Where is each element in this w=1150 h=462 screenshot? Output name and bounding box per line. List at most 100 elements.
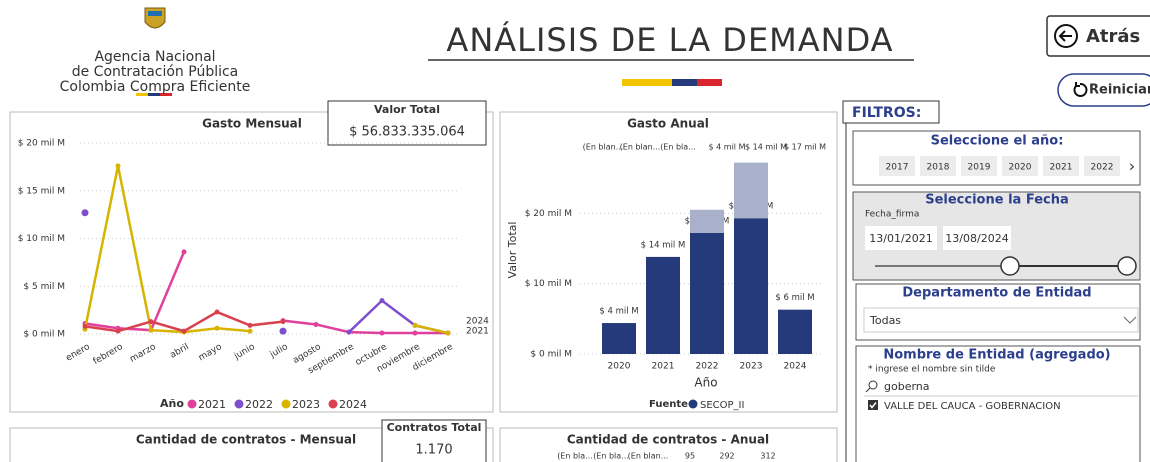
slicer-title: Nombre de Entidad (agregado) — [883, 348, 1110, 363]
legend-title: Fuente — [649, 399, 688, 410]
chart-title: Gasto Mensual — [202, 117, 302, 131]
x-tick-label: 2023 — [740, 362, 763, 372]
dropdown-value[interactable]: Todas — [869, 314, 901, 327]
point-marker — [379, 330, 385, 336]
year-option[interactable]: 2020 — [1009, 163, 1032, 173]
back-button[interactable]: Atrás — [1046, 15, 1150, 57]
point-marker — [181, 328, 187, 334]
truncated-label: (En blan... — [620, 143, 661, 152]
data-label: $ 4 mil M — [599, 307, 638, 317]
date-input[interactable] — [943, 226, 1011, 250]
next-arrow[interactable]: › — [1129, 157, 1135, 176]
year-chip[interactable] — [1002, 156, 1038, 176]
point-marker — [181, 249, 187, 255]
year-option[interactable]: 2021 — [1050, 163, 1073, 173]
card-value: 1.170 — [415, 443, 452, 458]
truncated-label: (En bla... — [660, 143, 696, 152]
point — [279, 327, 287, 335]
year-chip[interactable] — [920, 156, 956, 176]
point-marker — [115, 328, 121, 334]
date-to[interactable]: 13/08/2024 — [945, 232, 1008, 245]
entity-item[interactable]: VALLE DEL CAUCA - GOBERNACION — [884, 401, 1061, 412]
truncated-label: (En blan... — [628, 452, 669, 461]
legend-label: 2022 — [245, 398, 273, 411]
year-chip[interactable] — [961, 156, 997, 176]
legend-title: Año — [160, 397, 184, 410]
series-line — [84, 251, 448, 335]
y-tick-label: $ 20 mil M — [18, 139, 65, 149]
point-marker — [115, 163, 121, 169]
y-axis-title: Valor Total — [506, 222, 519, 279]
x-tick-label: 2024 — [784, 362, 807, 372]
point-marker — [412, 322, 418, 328]
point-marker — [379, 298, 385, 304]
y-tick-label: $ 10 mil M — [18, 234, 65, 244]
year-option[interactable]: 2017 — [886, 163, 909, 173]
y-tick-label: $ 5 mil M — [23, 282, 65, 292]
data-label: $ 6 mil M — [775, 293, 814, 303]
year-option[interactable]: 2019 — [968, 163, 991, 173]
chart-title: Cantidad de contratos - Mensual — [136, 433, 356, 447]
legend-swatch — [328, 399, 338, 409]
card-label: Valor Total — [374, 103, 440, 116]
bar-segment — [734, 162, 768, 219]
bar-segment — [734, 218, 768, 354]
kpi-card: Valor Total $ 56.833.335.064 — [327, 100, 487, 146]
point — [81, 209, 89, 217]
checkbox[interactable] — [868, 400, 878, 410]
year-chip[interactable] — [1043, 156, 1079, 176]
y-tick-label: $ 20 mil M — [525, 209, 572, 219]
legend-swatch — [187, 399, 197, 409]
point-marker — [214, 325, 220, 331]
filters-title: FILTROS: — [852, 105, 921, 121]
point-marker — [148, 319, 154, 325]
point-marker — [280, 319, 286, 325]
panel — [499, 427, 838, 462]
truncated-label: (En bla... — [593, 452, 629, 461]
reset-button[interactable]: Reiniciar — [1057, 73, 1150, 107]
logo — [136, 7, 172, 96]
point-marker — [247, 322, 253, 328]
truncated-label: $ 4 mil M — [709, 143, 746, 152]
truncated-label: 292 — [719, 452, 734, 461]
slider-handle[interactable] — [1117, 256, 1137, 276]
search-text[interactable]: goberna — [884, 380, 930, 393]
chart-title: Cantidad de contratos - Anual — [567, 433, 769, 447]
y-tick-label: $ 0 mil M — [23, 330, 65, 340]
date-from[interactable]: 13/01/2021 — [869, 232, 932, 245]
bar-segment — [778, 309, 812, 354]
legend-swatch — [281, 399, 291, 409]
flag — [622, 79, 722, 86]
org-line: de Contratación Pública — [72, 64, 239, 80]
date-input[interactable] — [865, 226, 937, 250]
truncated-label: (En bla... — [557, 452, 593, 461]
year-chip[interactable] — [1084, 156, 1120, 176]
year-option[interactable]: 2018 — [927, 163, 950, 173]
point-marker — [445, 330, 451, 336]
chart-title: Gasto Anual — [627, 117, 709, 131]
x-tick-label: 2021 — [652, 362, 675, 372]
slicer-title: Seleccione el año: — [931, 134, 1064, 149]
reset-label[interactable]: Reiniciar — [1089, 83, 1150, 98]
point-marker — [412, 330, 418, 336]
y-tick-label: $ 15 mil M — [18, 186, 65, 196]
bar-segment — [602, 323, 636, 354]
dropdown[interactable] — [863, 307, 1139, 333]
year-option[interactable]: 2022 — [1091, 163, 1114, 173]
point-marker — [148, 327, 154, 333]
hint: * ingrese el nombre sin tilde — [868, 365, 996, 375]
year-chip[interactable] — [879, 156, 915, 176]
y-tick-label: $ 0 mil M — [530, 350, 572, 360]
back-label[interactable]: Atrás — [1086, 26, 1140, 47]
slider-handle[interactable] — [1000, 256, 1020, 276]
point-marker — [214, 309, 220, 315]
legend-label: SECOP_II — [700, 400, 744, 411]
bar-segment — [646, 256, 680, 354]
point-marker — [346, 329, 352, 335]
x-axis-title: Año — [694, 376, 717, 390]
legend-label: 2024 — [339, 398, 367, 411]
slicer-title: Seleccione la Fecha — [925, 193, 1069, 208]
org-line: Agencia Nacional — [94, 49, 215, 65]
legend-swatch — [234, 399, 244, 409]
